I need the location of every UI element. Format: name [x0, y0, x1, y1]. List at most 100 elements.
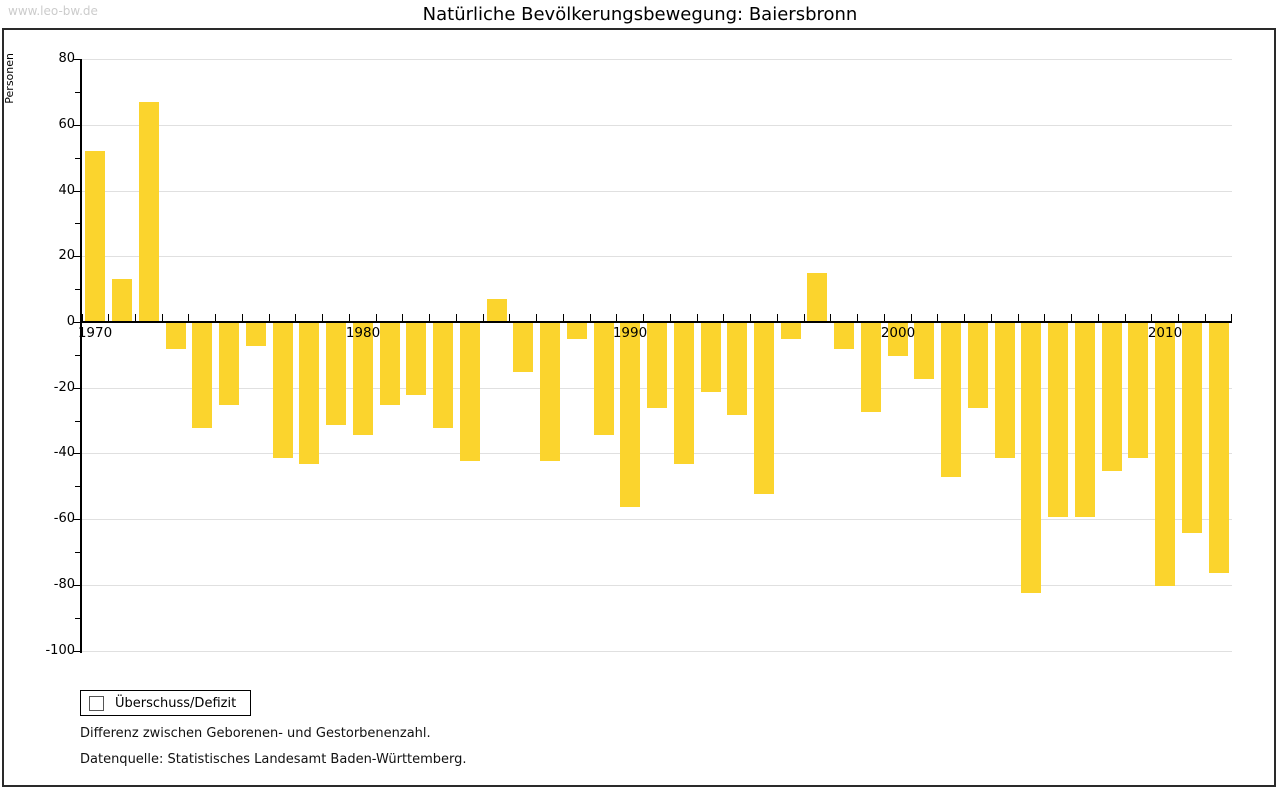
bar-2008: [1102, 323, 1122, 471]
bar-1976: [246, 323, 266, 346]
x-tick: [456, 314, 457, 322]
y-tick-label: -40: [53, 445, 75, 460]
x-tick: [295, 314, 296, 322]
x-tick: [723, 314, 724, 322]
bar-2002: [941, 323, 961, 477]
x-tick: [322, 314, 323, 322]
y-tick-label: -20: [53, 380, 75, 395]
bar-1987: [540, 323, 560, 461]
bar-2003: [968, 323, 988, 408]
x-tick: [429, 314, 430, 322]
gridline: [82, 191, 1232, 192]
x-tick: [402, 314, 403, 322]
x-tick: [162, 314, 163, 322]
bar-1984: [460, 323, 480, 461]
bar-2011: [1182, 323, 1202, 533]
bar-1992: [674, 323, 694, 464]
y-tick: [73, 59, 80, 60]
x-tick: [1044, 314, 1045, 322]
y-tick: [75, 421, 80, 422]
x-tick: [1178, 314, 1179, 322]
gridline: [82, 519, 1232, 520]
x-tick: [777, 314, 778, 322]
bar-1983: [433, 323, 453, 428]
bar-2009: [1128, 323, 1148, 458]
y-tick-label: -60: [53, 511, 75, 526]
y-tick: [73, 453, 80, 454]
x-tick-label: 1990: [612, 325, 648, 341]
y-tick: [75, 158, 80, 159]
x-tick: [911, 314, 912, 322]
x-tick: [349, 314, 350, 322]
legend: Überschuss/Defizit: [80, 690, 252, 716]
x-tick: [830, 314, 831, 322]
x-tick: [215, 314, 216, 322]
x-tick: [82, 314, 83, 322]
x-tick: [1125, 314, 1126, 322]
x-tick: [483, 314, 484, 322]
x-tick-label: 2000: [880, 325, 916, 341]
y-tick-label: -80: [53, 577, 75, 592]
bar-2010: [1155, 323, 1175, 586]
x-tick: [643, 314, 644, 322]
bar-1979: [326, 323, 346, 425]
y-tick: [73, 322, 80, 323]
y-axis-title: Personen: [3, 53, 16, 104]
gridline: [82, 453, 1232, 454]
y-tick-label: 60: [58, 117, 75, 132]
legend-label: Überschuss/Defizit: [115, 695, 237, 711]
bar-1975: [219, 323, 239, 405]
y-tick: [75, 289, 80, 290]
watermark: www.leo-bw.de: [8, 4, 98, 18]
y-axis-line: [80, 59, 82, 653]
y-tick-label: 80: [58, 51, 75, 66]
x-tick: [1205, 314, 1206, 322]
bar-2004: [995, 323, 1015, 458]
bar-1980: [353, 323, 373, 435]
bar-1995: [754, 323, 774, 494]
x-tick: [804, 314, 805, 322]
bar-1986: [513, 323, 533, 372]
x-tick: [1018, 314, 1019, 322]
y-tick: [73, 256, 80, 257]
bar-1985: [487, 299, 507, 322]
x-tick: [750, 314, 751, 322]
y-tick: [75, 92, 80, 93]
bar-2012: [1209, 323, 1229, 573]
bar-1974: [192, 323, 212, 428]
y-tick: [73, 191, 80, 192]
chart-note: Differenz zwischen Geborenen- und Gestor…: [80, 726, 431, 741]
x-tick: [242, 314, 243, 322]
y-tick: [73, 651, 80, 652]
x-axis-line: [81, 321, 1232, 323]
bar-1993: [701, 323, 721, 392]
bar-1999: [861, 323, 881, 412]
bar-1981: [380, 323, 400, 405]
y-tick-label: 20: [58, 248, 75, 263]
bar-1970: [85, 151, 105, 322]
y-tick-label: -100: [45, 643, 75, 658]
y-tick: [73, 125, 80, 126]
x-tick: [616, 314, 617, 322]
bar-1973: [166, 323, 186, 349]
x-tick: [376, 314, 377, 322]
x-tick-label: 1980: [345, 325, 381, 341]
x-tick: [991, 314, 992, 322]
x-tick: [964, 314, 965, 322]
y-tick: [73, 519, 80, 520]
bar-2006: [1048, 323, 1068, 517]
x-tick: [590, 314, 591, 322]
x-tick: [1231, 314, 1232, 322]
y-tick: [75, 355, 80, 356]
bar-2007: [1075, 323, 1095, 517]
x-tick: [536, 314, 537, 322]
page-title: Natürliche Bevölkerungsbewegung: Baiersb…: [422, 4, 858, 25]
bar-1990: [620, 323, 640, 507]
x-tick: [857, 314, 858, 322]
x-tick: [884, 314, 885, 322]
y-tick-label: 40: [58, 183, 75, 198]
y-tick: [73, 585, 80, 586]
bar-1978: [299, 323, 319, 464]
bar-1971: [112, 279, 132, 322]
x-tick: [135, 314, 136, 322]
